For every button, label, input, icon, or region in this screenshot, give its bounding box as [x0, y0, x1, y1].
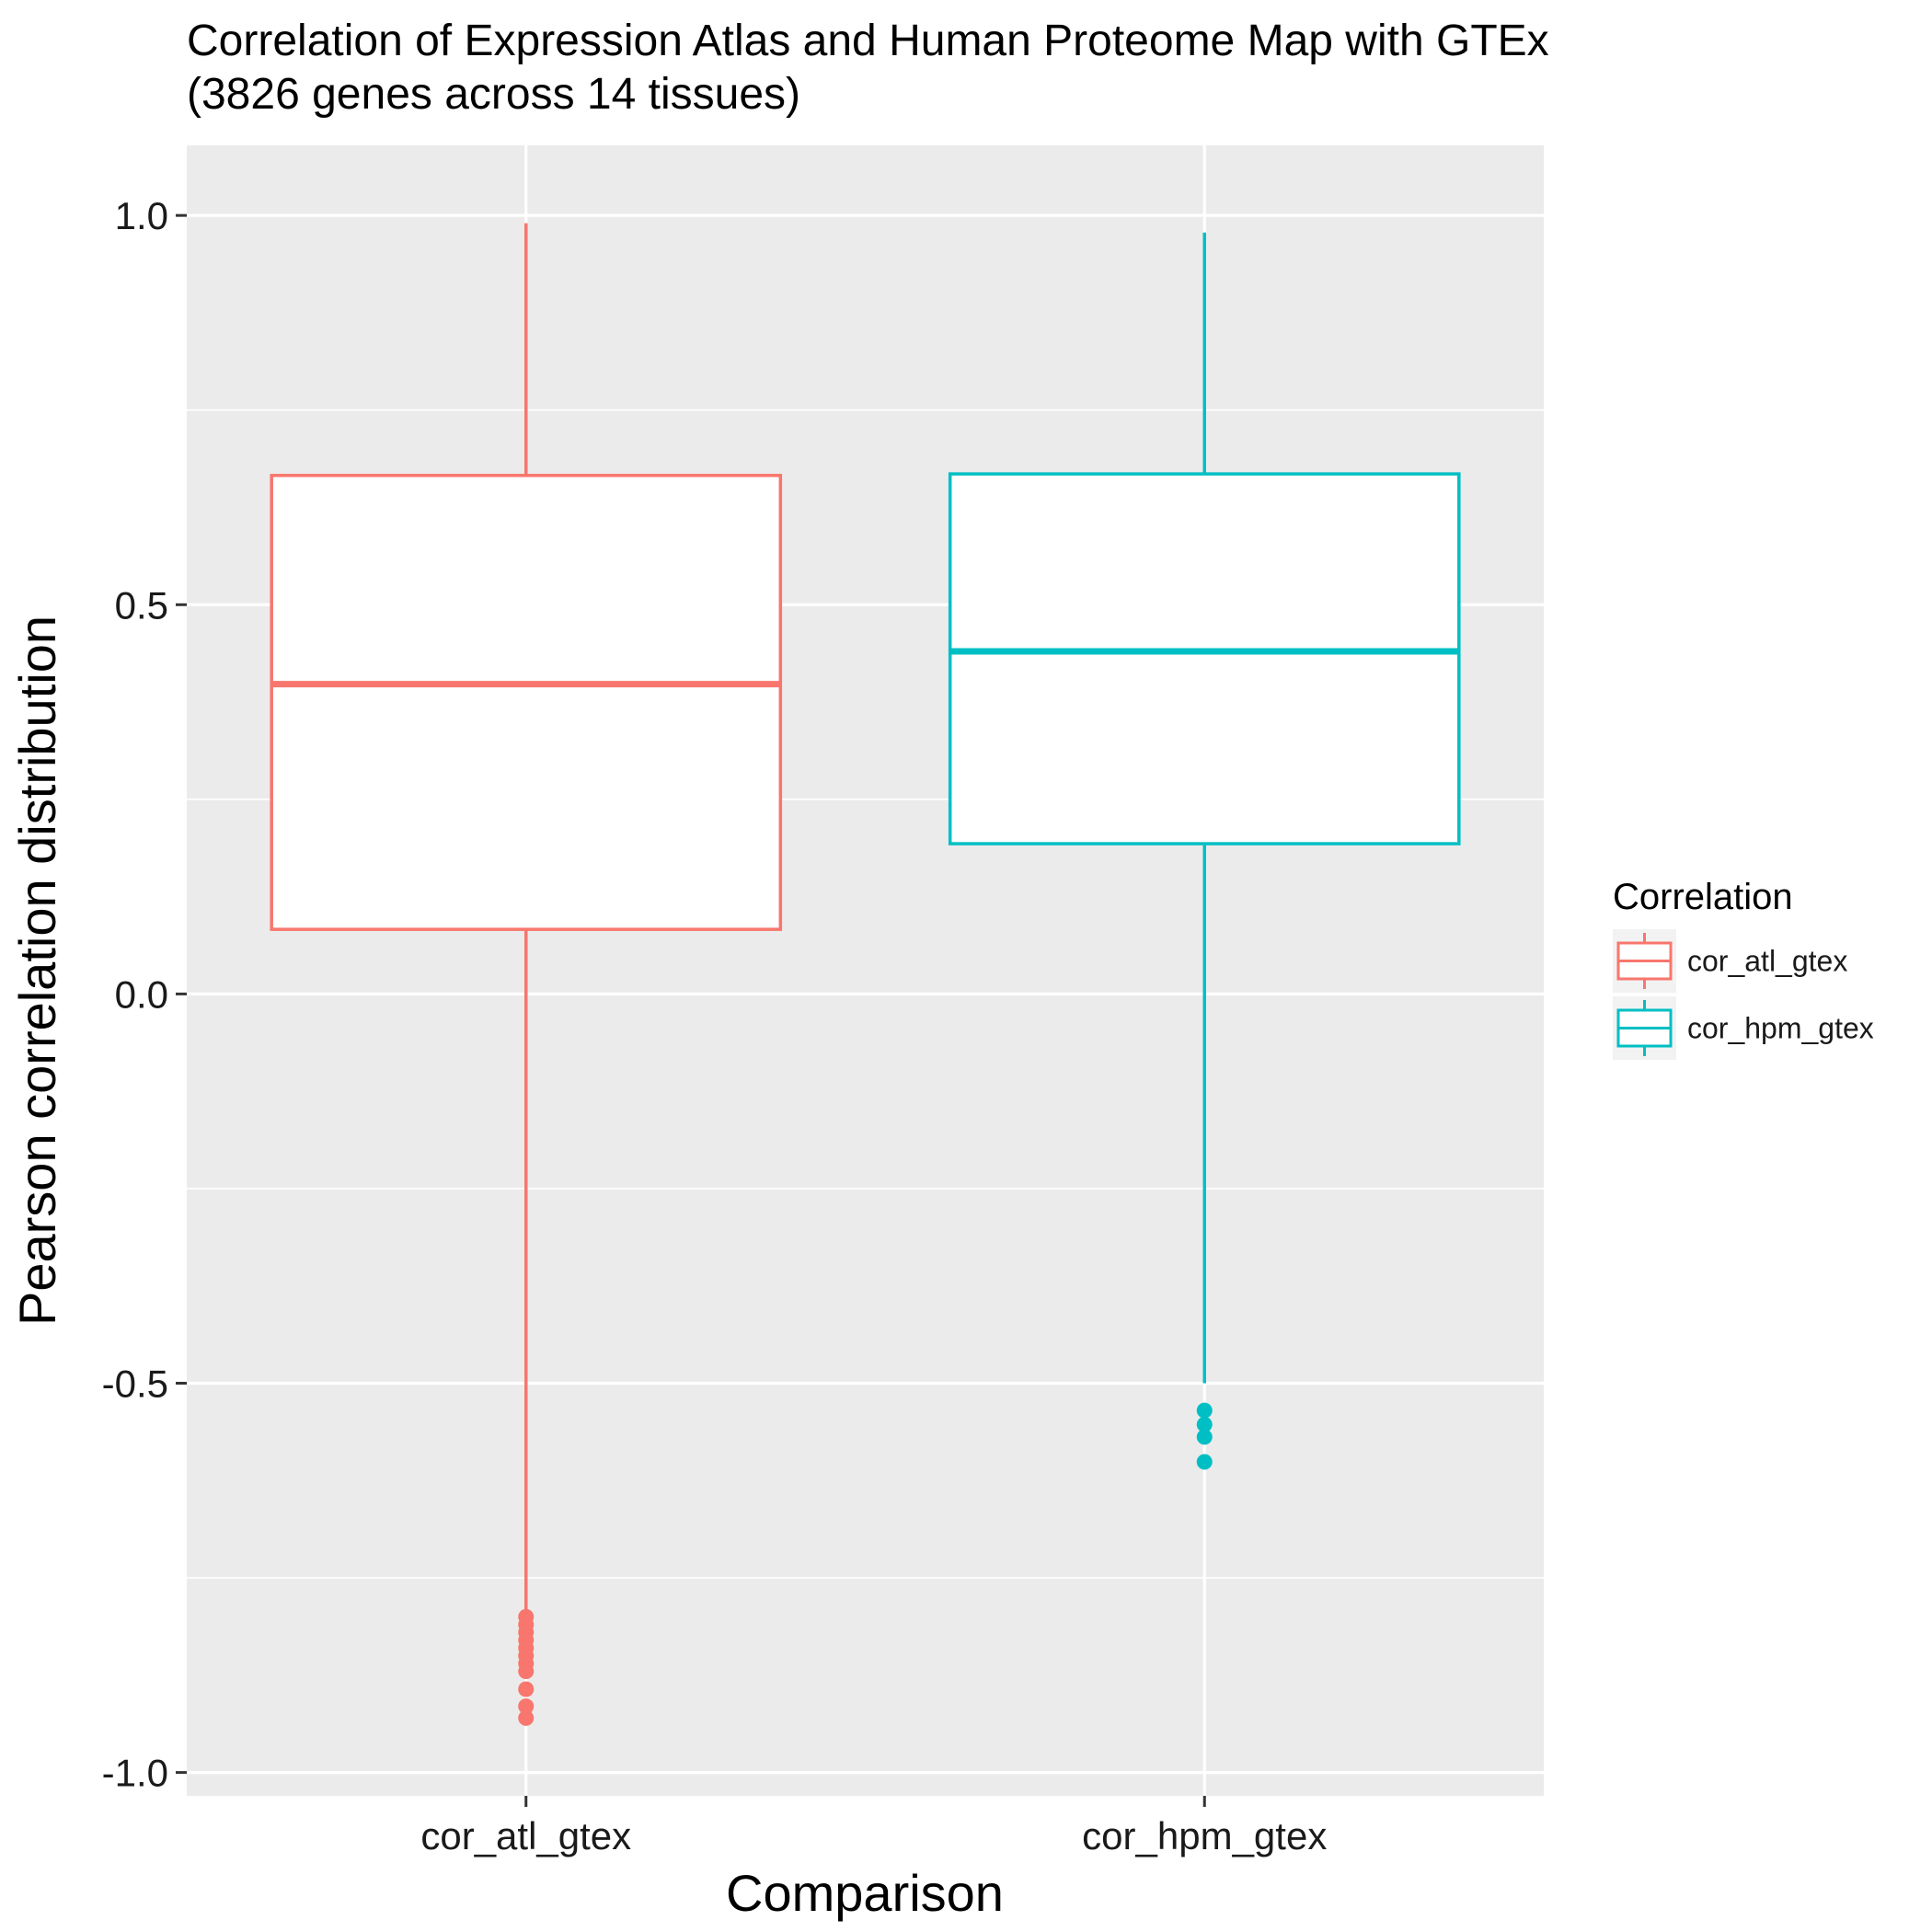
chart-title: Correlation of Expression Atlas and Huma…	[187, 17, 1549, 65]
legend: Correlation cor_atl_gtex cor_hpm_gtex	[1613, 877, 1874, 1060]
outlier-point	[1196, 1429, 1213, 1445]
box-iqr	[270, 474, 783, 931]
outlier-point	[1196, 1416, 1213, 1432]
y-axis-title: Pearson correlation distribution	[8, 615, 66, 1326]
y-tick-label: 1.0	[115, 194, 168, 237]
outlier-point	[518, 1681, 535, 1697]
box-iqr	[948, 472, 1461, 845]
y-axis: -1.0 -0.5 0.0 0.5 1.0	[102, 194, 187, 1795]
chart-subtitle: (3826 genes across 14 tissues)	[187, 70, 800, 119]
legend-title: Correlation	[1613, 877, 1793, 917]
outlier-point	[518, 1698, 535, 1715]
y-tick-label: 0.5	[115, 583, 168, 627]
box-cor_hpm_gtex	[948, 232, 1461, 1470]
plot-panel	[187, 145, 1544, 1796]
box-series	[270, 223, 1461, 1726]
x-tick-label: cor_hpm_gtex	[1082, 1814, 1327, 1857]
x-axis-title: Comparison	[726, 1864, 1004, 1922]
x-axis: cor_atl_gtex cor_hpm_gtex	[420, 1796, 1327, 1857]
legend-label: cor_hpm_gtex	[1687, 1012, 1874, 1045]
x-tick-label: cor_atl_gtex	[420, 1814, 631, 1857]
y-tick-label: -0.5	[102, 1363, 168, 1406]
box-cor_atl_gtex	[270, 223, 783, 1726]
legend-item-cor_hpm_gtex: cor_hpm_gtex	[1613, 996, 1874, 1060]
outlier-point	[518, 1663, 535, 1680]
y-tick-label: 0.0	[115, 972, 168, 1016]
legend-label: cor_atl_gtex	[1687, 945, 1847, 978]
outlier-point	[1196, 1454, 1213, 1470]
outlier-point	[518, 1709, 535, 1726]
outlier-point	[1196, 1402, 1213, 1419]
y-tick-label: -1.0	[102, 1752, 168, 1795]
legend-item-cor_atl_gtex: cor_atl_gtex	[1613, 929, 1847, 993]
